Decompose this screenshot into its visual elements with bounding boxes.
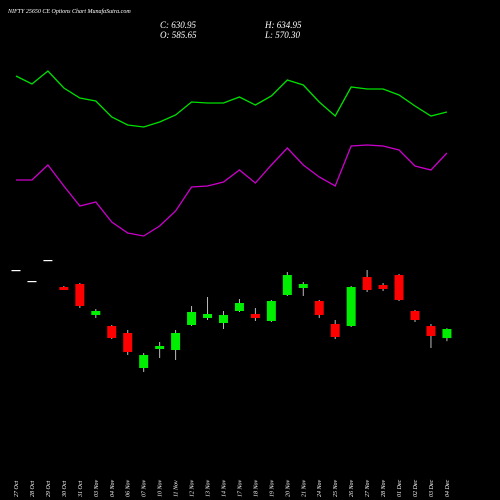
candle-body xyxy=(43,260,53,262)
candle-body xyxy=(234,303,244,311)
x-tick-label: 12 Nov xyxy=(190,479,196,497)
indicator-line xyxy=(15,70,448,128)
candle-body xyxy=(250,314,260,318)
candle-body xyxy=(314,301,324,315)
open-label: O: 585.65 xyxy=(160,30,197,40)
x-tick-label: 29 Oct xyxy=(46,481,52,497)
candle-body xyxy=(155,346,165,349)
x-tick-label: 14 Nov xyxy=(220,479,227,497)
candle-body xyxy=(91,311,101,315)
x-tick-label: 07 Nov xyxy=(142,479,148,497)
x-tick-label: 11 Nov xyxy=(174,480,180,497)
x-tick-label: 28 Oct xyxy=(30,481,36,497)
candle-body xyxy=(11,270,21,272)
x-tick-label: 13 Nov xyxy=(206,479,212,497)
candle-body xyxy=(282,275,292,295)
x-tick-label: 10 Nov xyxy=(158,479,164,497)
x-tick-label: 03 Dec xyxy=(429,480,435,497)
candle-body xyxy=(139,355,149,368)
x-tick-label: 03 Nov xyxy=(94,479,100,497)
candle-body xyxy=(203,314,213,318)
candle-body xyxy=(346,287,356,326)
close-label: C: 630.95 xyxy=(160,20,197,30)
x-tick-label: 21 Nov xyxy=(301,479,307,497)
low-label: L: 570.30 xyxy=(264,30,301,40)
x-tick-label: 04 Dec xyxy=(444,480,451,497)
x-tick-label: 25 Nov xyxy=(333,479,339,497)
candle-body xyxy=(394,275,404,300)
x-tick-label: 28 Nov xyxy=(381,479,387,497)
x-tick-label: 20 Nov xyxy=(285,479,291,497)
candle-body xyxy=(218,315,228,323)
candle-body xyxy=(171,333,181,350)
candle-body xyxy=(298,284,308,288)
candle-body xyxy=(362,277,372,290)
x-tick-label: 02 Dec xyxy=(413,480,419,497)
candle-body xyxy=(330,324,340,337)
x-tick-label: 17 Nov xyxy=(237,479,243,497)
candle-body xyxy=(266,301,276,321)
x-tick-label: 30 Oct xyxy=(62,481,68,498)
x-tick-label: 27 Oct xyxy=(14,481,20,497)
x-tick-label: 27 Nov xyxy=(365,479,371,497)
x-tick-label: 31 Oct xyxy=(78,481,84,498)
candle-body xyxy=(59,287,69,290)
candle-body xyxy=(75,284,85,306)
x-tick-label: 26 Nov xyxy=(349,479,355,497)
indicator-line xyxy=(16,144,448,237)
x-tick-label: 01 Dec xyxy=(397,480,403,497)
candle-body xyxy=(107,326,117,338)
x-tick-label: 19 Nov xyxy=(269,479,275,497)
chart-title: NIFTY 25650 CE Options Chart MunafaSutra… xyxy=(7,8,131,15)
candle-body xyxy=(410,311,420,320)
x-tick-label: 24 Nov xyxy=(316,479,323,497)
x-tick-label: 06 Nov xyxy=(126,479,132,497)
candle-body xyxy=(378,285,388,289)
x-tick-label: 18 Nov xyxy=(253,479,259,497)
candle-body xyxy=(442,329,452,339)
candle-body xyxy=(123,333,133,352)
high-label: H: 634.95 xyxy=(264,20,302,30)
candle-body xyxy=(27,281,37,283)
candle-body xyxy=(187,312,197,325)
x-tick-label: 04 Nov xyxy=(109,479,116,497)
candle-body xyxy=(426,326,436,336)
